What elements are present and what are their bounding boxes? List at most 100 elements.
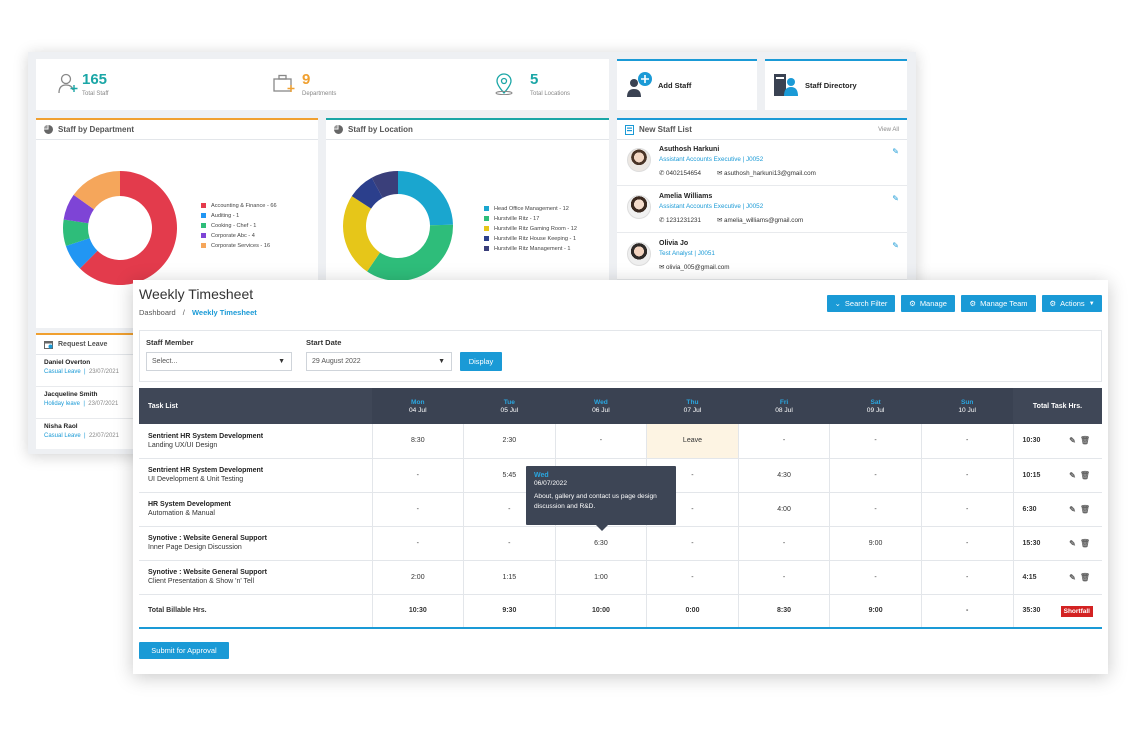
calendar-icon [44,341,53,349]
hours-cell[interactable]: - [921,458,1014,493]
donut-slice[interactable] [65,238,98,269]
hours-cell[interactable]: - [921,560,1014,595]
hours-cell[interactable]: 4:30 [738,458,831,493]
display-button[interactable]: Display [460,352,502,371]
hours-cell[interactable]: - [463,526,556,561]
trash-icon[interactable]: 🗑 [1079,504,1094,514]
donut-slice[interactable] [351,177,383,209]
trash-icon[interactable]: 🗑 [1079,470,1094,480]
leave-request-item[interactable]: Nisha Raol Casual Leave | 22/07/2021 [36,419,136,449]
department-legend: Accounting & Finance - 66 Auditing - 1 Coo… [201,201,277,251]
actions-button[interactable]: ⚙ Actions ▼ [1042,295,1102,312]
hours-cell[interactable]: - [738,424,831,459]
search-filter-button[interactable]: ⌄ Search Filter [827,295,895,312]
edit-icon[interactable]: ✎ [1069,470,1080,480]
staff-list-item[interactable]: Amelia Williams Assistant Accounts Execu… [617,187,907,233]
donut-slice[interactable] [73,171,120,210]
staff-role[interactable]: Assistant Accounts Executive | J0052 [659,203,764,210]
department-donut-chart[interactable] [62,170,178,286]
edit-icon[interactable]: ✎ [1069,504,1080,514]
hours-cell[interactable]: 6:30 [555,526,648,561]
hours-cell[interactable]: - [921,526,1014,561]
staff-list-icon [625,124,634,135]
hours-cell[interactable]: Leave [646,424,739,459]
hours-cell[interactable]: - [738,560,831,595]
hours-cell[interactable]: 1:00 [555,560,648,595]
donut-slice[interactable] [371,171,398,198]
legend-item: Hurstville Ritz Gaming Room - 12 [484,224,577,234]
donut-slice[interactable] [63,194,94,224]
hours-cell[interactable]: - [555,424,648,459]
hours-cell[interactable]: - [829,560,922,595]
edit-icon[interactable]: ✎ [1069,538,1080,548]
trash-icon[interactable]: 🗑 [1079,572,1094,582]
edit-icon[interactable]: ✎ [892,194,899,203]
edit-icon[interactable]: ✎ [892,147,899,156]
edit-icon[interactable]: ✎ [892,241,899,250]
hours-cell[interactable]: - [829,424,922,459]
hours-cell[interactable]: - [829,492,922,527]
donut-slice[interactable] [343,196,381,272]
leave-request-item[interactable]: Daniel Overton Casual Leave | 23/07/2021 [36,355,136,387]
stat-total-staff[interactable]: 165 Total Staff [58,71,188,101]
start-date-select[interactable]: 29 August 2022 ▼ [306,352,452,371]
hours-cell[interactable]: - [372,492,465,527]
day-header: Wed 06 Jul [555,388,647,424]
email-icon: ✉ [717,217,725,224]
view-all-link[interactable]: View All [878,126,899,133]
hours-cell[interactable]: - [646,526,739,561]
staff-role[interactable]: Test Analyst | J0051 [659,250,715,257]
donut-slice[interactable] [367,224,453,281]
new-staff-list-panel: New Staff List View All Asuthosh Harkuni… [617,118,907,280]
hours-cell[interactable]: 4:00 [738,492,831,527]
manage-team-button[interactable]: ⚙ Manage Team [961,295,1036,312]
hours-cell[interactable]: 2:30 [463,424,556,459]
billable-hours-cell: 9:30 [463,594,556,629]
hours-cell[interactable]: - [372,458,465,493]
trash-icon[interactable]: 🗑 [1079,436,1094,445]
stat-locations[interactable]: 5 Total Locations [494,71,604,101]
add-staff-button[interactable]: Add Staff [617,59,757,110]
hours-cell[interactable]: 1:15 [463,560,556,595]
submit-for-approval-button[interactable]: Submit for Approval [139,642,229,659]
donut-slice[interactable] [62,219,90,246]
breadcrumb: Dashboard / Weekly Timesheet [139,308,257,317]
hours-cell[interactable]: - [921,492,1014,527]
panel-header: New Staff List View All [617,120,907,140]
staff-list-item[interactable]: Asuthosh Harkuni Assistant Accounts Exec… [617,140,907,186]
add-staff-icon [627,72,652,97]
day-header: Thu 07 Jul [646,388,739,424]
hours-cell[interactable]: - [738,526,831,561]
leave-request-item[interactable]: Jacqueline Smith Holiday leave | 23/07/2… [36,387,136,419]
edit-icon[interactable]: ✎ [1069,572,1080,582]
staff-list-item[interactable]: Olivia Jo Test Analyst | J0051 ✉ olivia_… [617,234,907,280]
hours-cell[interactable]: - [829,458,922,493]
stat-departments[interactable]: 9 Departments [273,71,403,101]
hours-cell[interactable]: 2:00 [372,560,465,595]
manage-button[interactable]: ⚙ Manage [901,295,955,312]
staff-email: ✉ amelia_williams@gmail.com [717,217,804,224]
filter-panel: Staff Member Select... ▼ Start Date 29 Au… [139,330,1102,382]
hours-cell[interactable]: - [646,560,739,595]
hours-cell[interactable]: - [372,526,465,561]
hours-cell[interactable]: 9:00 [829,526,922,561]
trash-icon[interactable]: 🗑 [1079,538,1094,548]
legend-swatch [484,206,489,212]
hours-cell[interactable]: - [921,424,1014,459]
staff-directory-button[interactable]: Staff Directory [765,59,907,110]
breadcrumb-root[interactable]: Dashboard [139,308,176,317]
staff-role[interactable]: Assistant Accounts Executive | J0052 [659,156,764,163]
staff-member-select[interactable]: Select... ▼ [146,352,292,371]
donut-slice[interactable] [398,171,453,226]
edit-icon[interactable]: ✎ [1069,436,1080,445]
task-name: Landing UX/UI Design [148,441,218,449]
total-cell: 6:30 ✎🗑 [1013,492,1102,527]
legend-swatch [484,216,489,222]
briefcase-icon [273,74,295,92]
legend-swatch [201,223,206,229]
table-header-row: Task List Mon 04 Jul Tue 05 Jul Wed 06 Jul … [139,388,1102,424]
leave-name: Daniel Overton [44,359,91,366]
hours-cell[interactable]: 8:30 [372,424,465,459]
donut-slice[interactable] [79,171,177,285]
location-donut-chart[interactable] [342,170,454,282]
